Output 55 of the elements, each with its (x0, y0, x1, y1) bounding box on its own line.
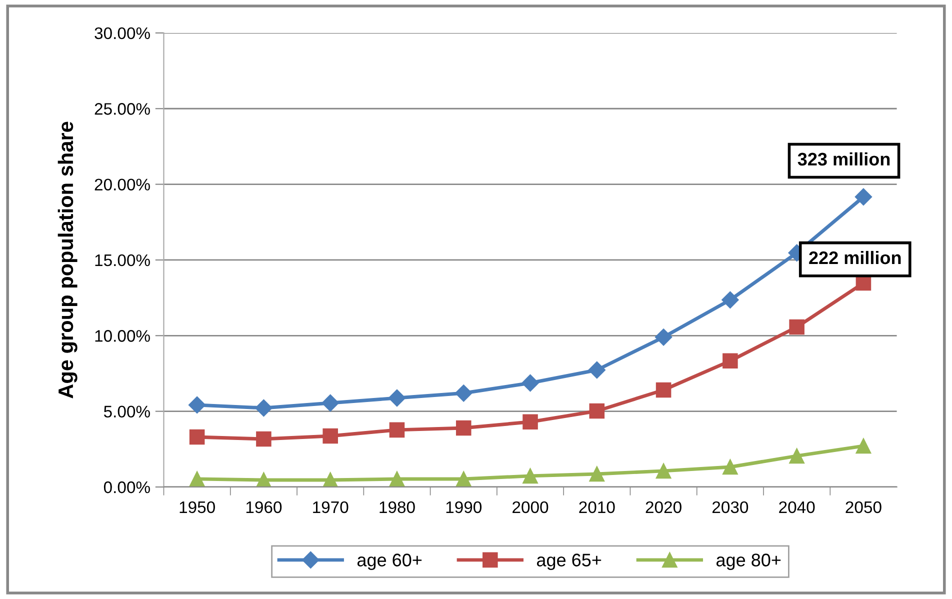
point (256, 472, 272, 487)
point (389, 471, 405, 487)
y-tick-label: 20.00% (94, 178, 150, 190)
point (456, 420, 472, 436)
point (522, 374, 539, 392)
point (456, 471, 472, 487)
point (856, 438, 872, 454)
y-axis-title: Age group population share (58, 122, 78, 398)
point (789, 319, 804, 335)
annotation: 323 million (798, 152, 890, 166)
x-tick-label: 1960 (246, 501, 282, 514)
legend-label: age 65+ (536, 554, 602, 570)
point (722, 459, 738, 475)
x-tick-label: 2020 (646, 501, 682, 514)
point (189, 429, 205, 445)
point (255, 399, 272, 417)
point (588, 361, 606, 379)
point (654, 328, 672, 346)
y-tick-label: 25.00% (94, 103, 150, 115)
point (789, 448, 804, 464)
point (389, 422, 405, 438)
x-tick-label: 2050 (846, 501, 882, 514)
y-tick-label: 15.00% (95, 254, 150, 266)
point (322, 428, 338, 444)
point (656, 463, 672, 479)
y-tick-label: 30.00% (94, 27, 150, 40)
x-tick-label: 2010 (579, 501, 615, 514)
annotation: 222 million (809, 250, 901, 264)
point (322, 472, 338, 487)
x-tick-label: 1990 (446, 501, 482, 514)
y-tick-label: 0.00% (104, 481, 150, 494)
x-tick-label: 2030 (712, 501, 748, 514)
point (322, 394, 339, 412)
point (188, 396, 206, 414)
point (589, 466, 605, 482)
x-tick-label: 1950 (180, 501, 215, 514)
point (388, 389, 406, 407)
point (589, 403, 605, 419)
point (722, 291, 739, 308)
legend-label: age 80+ (716, 554, 781, 570)
point (656, 382, 672, 398)
point (189, 471, 205, 487)
point (455, 384, 472, 402)
x-tick-label: 1970 (313, 501, 348, 514)
point (522, 468, 538, 484)
legend-label: age 60+ (357, 554, 422, 570)
x-tick-label: 2040 (779, 501, 815, 514)
point (256, 431, 272, 447)
x-tick-label: 2000 (512, 501, 548, 514)
point (522, 414, 538, 430)
point (722, 353, 738, 369)
point (854, 188, 872, 206)
y-tick-label: 10.00% (95, 330, 150, 342)
x-tick-label: 1980 (380, 501, 415, 514)
y-tick-label: 5.00% (104, 406, 150, 418)
